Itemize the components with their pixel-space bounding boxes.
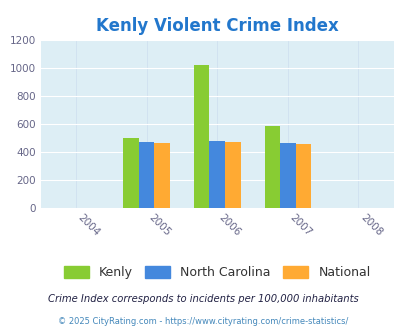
Bar <box>139 142 154 208</box>
Bar <box>209 141 224 208</box>
Bar <box>279 144 295 208</box>
Bar <box>154 143 169 208</box>
Text: Crime Index corresponds to incidents per 100,000 inhabitants: Crime Index corresponds to incidents per… <box>47 294 358 304</box>
Title: Kenly Violent Crime Index: Kenly Violent Crime Index <box>96 17 338 35</box>
Bar <box>123 138 139 208</box>
Bar <box>194 65 209 208</box>
Bar <box>224 142 240 208</box>
Legend: Kenly, North Carolina, National: Kenly, North Carolina, National <box>59 261 375 284</box>
Bar <box>295 144 310 208</box>
Text: © 2025 CityRating.com - https://www.cityrating.com/crime-statistics/: © 2025 CityRating.com - https://www.city… <box>58 317 347 326</box>
Bar <box>264 126 279 208</box>
